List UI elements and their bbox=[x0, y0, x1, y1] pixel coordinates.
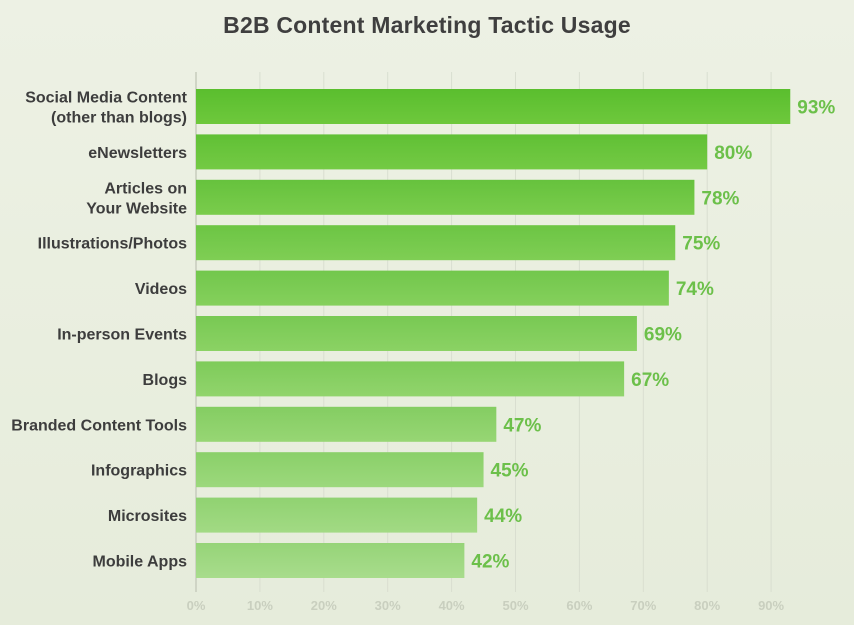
bar bbox=[196, 89, 791, 124]
value-label: 80% bbox=[714, 143, 752, 164]
x-tick-label: 0% bbox=[187, 598, 206, 613]
bar bbox=[196, 225, 676, 261]
x-tick-label: 40% bbox=[439, 598, 465, 613]
category-label: Articles on Your Website bbox=[86, 180, 187, 217]
category-label: In-person Events bbox=[57, 327, 187, 344]
value-label: 75% bbox=[682, 234, 720, 255]
x-tick-label: 60% bbox=[566, 598, 592, 613]
value-label: 74% bbox=[676, 279, 714, 300]
category-label: eNewsletters bbox=[88, 145, 187, 162]
bar bbox=[196, 316, 637, 351]
bar bbox=[196, 543, 465, 578]
category-label: Illustrations/Photos bbox=[38, 236, 187, 253]
category-label: Mobile Apps bbox=[92, 554, 187, 571]
category-label: Social Media Content (other than blogs) bbox=[25, 90, 187, 127]
x-tick-label: 20% bbox=[311, 598, 337, 613]
category-label: Infographics bbox=[91, 463, 187, 480]
chart-title: B2B Content Marketing Tactic Usage bbox=[223, 12, 631, 38]
value-label: 78% bbox=[701, 188, 739, 209]
category-label: Blogs bbox=[143, 372, 188, 389]
bar bbox=[196, 452, 484, 488]
x-tick-label: 30% bbox=[375, 598, 401, 613]
x-tick-label: 70% bbox=[630, 598, 656, 613]
category-label: Videos bbox=[135, 281, 187, 298]
value-label: 47% bbox=[503, 415, 541, 436]
bar bbox=[196, 270, 669, 306]
value-label: 93% bbox=[797, 98, 835, 119]
bar bbox=[196, 134, 708, 170]
value-label: 69% bbox=[644, 325, 682, 346]
x-tick-label: 50% bbox=[502, 598, 528, 613]
category-label: Branded Content Tools bbox=[11, 417, 187, 434]
x-tick-label: 80% bbox=[694, 598, 720, 613]
bar bbox=[196, 361, 625, 397]
x-tick-label: 90% bbox=[758, 598, 784, 613]
value-label: 44% bbox=[484, 506, 522, 527]
x-tick-label: 10% bbox=[247, 598, 273, 613]
bar bbox=[196, 406, 497, 442]
bar bbox=[196, 179, 695, 215]
value-label: 42% bbox=[471, 552, 509, 573]
category-label: Microsites bbox=[108, 508, 187, 525]
bar bbox=[196, 497, 478, 533]
value-label: 45% bbox=[491, 461, 529, 482]
value-label: 67% bbox=[631, 370, 669, 391]
